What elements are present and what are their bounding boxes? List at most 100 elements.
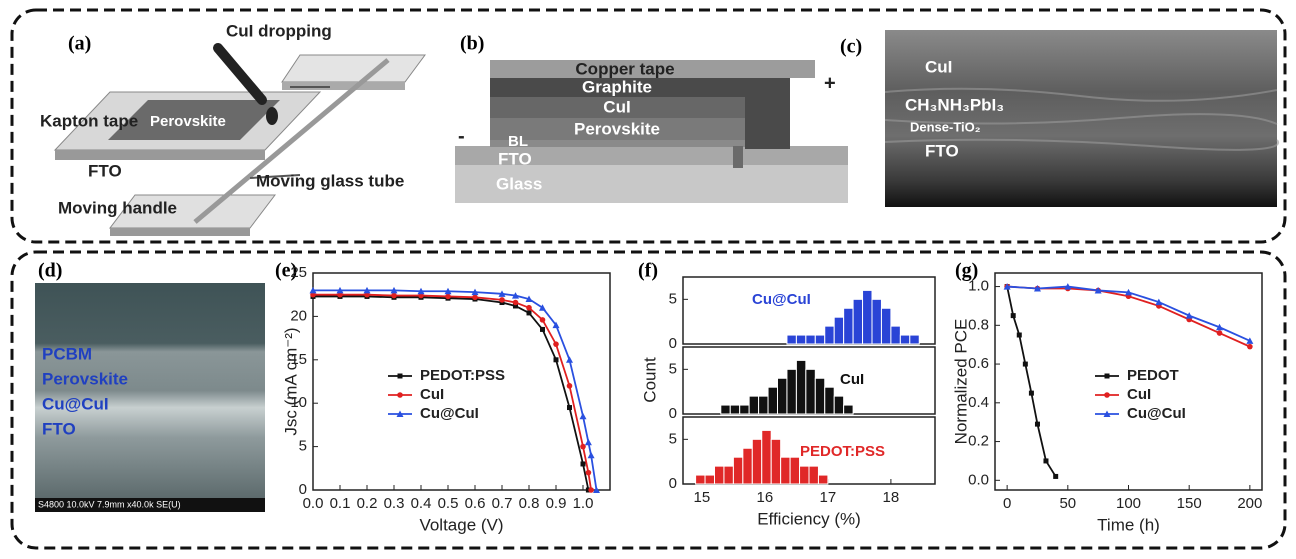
marker xyxy=(593,486,600,493)
marker xyxy=(1246,337,1254,344)
legend-marker xyxy=(1104,392,1110,398)
marker xyxy=(587,451,595,459)
legend-marker xyxy=(397,392,403,398)
bar xyxy=(817,474,829,485)
bar xyxy=(767,386,778,415)
bar xyxy=(786,334,797,345)
label: Moving handle xyxy=(58,198,177,217)
bar xyxy=(899,334,911,345)
y-tick-label: 5 xyxy=(299,438,307,455)
y-tick-label: 0.2 xyxy=(968,433,989,450)
layer-label: CuI xyxy=(603,97,630,116)
layer-label: Dense-TiO₂ xyxy=(910,119,981,134)
x-tick-label: 1.0 xyxy=(573,495,594,512)
bar xyxy=(805,368,816,415)
series-line xyxy=(313,293,592,491)
marker xyxy=(553,357,559,363)
series-label: CuI xyxy=(840,371,864,388)
marker xyxy=(539,317,546,323)
marker xyxy=(1034,421,1040,427)
marker xyxy=(525,295,533,303)
y-tick-label: 0.6 xyxy=(968,355,989,372)
bar xyxy=(732,456,744,485)
marker xyxy=(1185,312,1193,319)
x-axis-label: Time (h) xyxy=(1097,515,1160,534)
label: Perovskite xyxy=(150,113,226,130)
x-tick-label: 0.5 xyxy=(438,495,459,512)
marker xyxy=(1216,323,1224,331)
marker xyxy=(553,341,559,347)
layer-label: CuI xyxy=(925,57,952,76)
marker xyxy=(579,412,587,420)
diagram-a: CuI dropping Kapton tape Perovskite FTO … xyxy=(40,21,426,236)
plot-frame xyxy=(312,272,611,491)
legend-label: PEDOT xyxy=(1127,367,1179,384)
marker xyxy=(1216,330,1223,336)
bar xyxy=(789,456,801,485)
x-tick-label: 0.9 xyxy=(546,495,567,512)
panel-label: (e) xyxy=(275,260,297,282)
y-tick-label: 0 xyxy=(669,405,677,422)
x-tick-label: 17 xyxy=(820,489,837,506)
layer-label: Cu@CuI xyxy=(42,394,109,413)
marker xyxy=(526,310,532,316)
image-c: CuI CH₃NH₃PbI₃ Dense-TiO₂ FTO xyxy=(884,30,1280,207)
frame-bottom xyxy=(10,250,1287,550)
bar xyxy=(890,325,901,345)
bar xyxy=(862,289,873,345)
marker xyxy=(1022,361,1028,367)
marker xyxy=(363,286,371,294)
label: FTO xyxy=(88,161,122,180)
bar xyxy=(824,386,835,415)
layer-label: FTO xyxy=(42,419,76,438)
layer-label: BL xyxy=(508,133,528,150)
bar xyxy=(748,395,760,415)
y-tick-label: 0 xyxy=(669,335,677,352)
y-tick-label: 0 xyxy=(299,481,307,498)
bar xyxy=(805,334,816,345)
layer-label: FTO xyxy=(925,141,959,160)
marker xyxy=(566,383,573,389)
panel-label: (c) xyxy=(840,36,862,58)
x-tick-label: 0.6 xyxy=(465,495,486,512)
bar xyxy=(777,377,788,415)
marker xyxy=(309,286,317,294)
layer-label: Perovskite xyxy=(42,369,128,388)
layer-label: Perovskite xyxy=(574,119,660,138)
series-label: Cu@CuI xyxy=(752,291,811,308)
panel-label: (g) xyxy=(955,260,978,282)
marker xyxy=(580,461,586,467)
marker xyxy=(1003,283,1011,290)
bar xyxy=(833,395,845,415)
panel-label: (b) xyxy=(460,33,484,55)
y-tick-label: 0.8 xyxy=(968,316,989,333)
bar xyxy=(909,334,920,345)
bar xyxy=(852,298,864,345)
legend-label: PEDOT:PSS xyxy=(420,367,505,384)
marker xyxy=(1064,283,1072,290)
series-line xyxy=(313,295,590,491)
x-tick-label: 0.3 xyxy=(384,495,405,512)
marker xyxy=(585,469,592,476)
x-tick-label: 150 xyxy=(1177,495,1202,512)
panel-label: (d) xyxy=(38,260,62,282)
marker xyxy=(445,293,451,300)
bar xyxy=(770,438,782,485)
x-tick-label: 0.8 xyxy=(519,495,540,512)
image-d: S4800 10.0kV 7.9mm x40.0k SE(U) PCBM Per… xyxy=(35,283,265,512)
bar xyxy=(720,404,731,415)
x-tick-label: 50 xyxy=(1059,495,1076,512)
bar xyxy=(742,447,753,485)
x-tick-label: 0.1 xyxy=(330,495,351,512)
bar xyxy=(761,429,772,485)
bar xyxy=(843,404,854,415)
bar xyxy=(751,438,763,485)
y-tick-label: 0.0 xyxy=(968,471,989,488)
y-axis-label: Normalized PCE xyxy=(951,319,970,445)
marker xyxy=(526,304,532,311)
marker xyxy=(539,304,546,311)
bar xyxy=(814,377,826,415)
marker xyxy=(390,286,398,294)
bar xyxy=(704,474,715,485)
